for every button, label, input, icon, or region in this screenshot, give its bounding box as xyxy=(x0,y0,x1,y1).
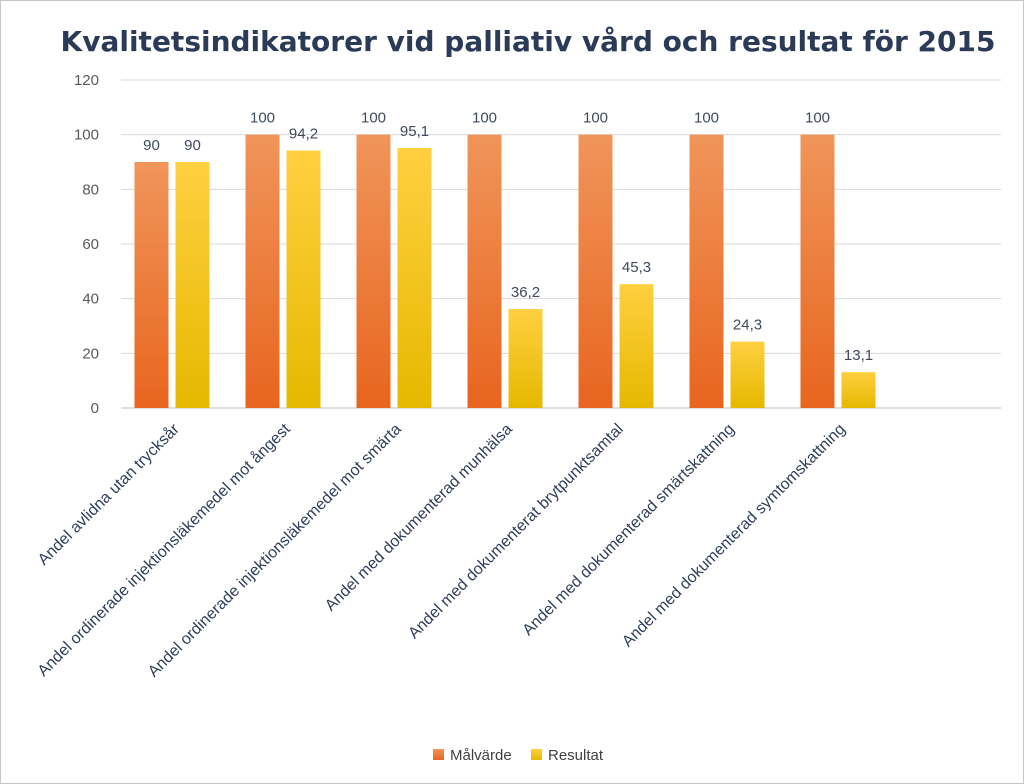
bar-resultat xyxy=(286,150,321,408)
data-label: 100 xyxy=(583,110,608,127)
legend-swatch xyxy=(531,749,542,760)
y-axis-ticks: 0 20 40 60 80 100 120 xyxy=(74,72,99,417)
data-label: 100 xyxy=(250,110,275,127)
data-label: 45,3 xyxy=(622,259,651,276)
legend: Målvärde Resultat xyxy=(433,747,604,764)
bar-malvarde xyxy=(578,134,613,408)
bar-malvarde xyxy=(245,134,280,408)
bar-resultat xyxy=(508,309,543,408)
bar-malvarde xyxy=(467,134,502,408)
data-label: 90 xyxy=(184,137,201,154)
data-labels: 90 90 100 94,2 100 95,1 100 36,2 100 45,3 100 24,3 1… xyxy=(143,110,873,365)
data-label: 36,2 xyxy=(511,284,540,301)
bar-malvarde xyxy=(134,162,169,408)
category-label: Andel med dokumenterad symtomskattning xyxy=(619,421,849,651)
data-label: 24,3 xyxy=(733,317,762,334)
y-tick-label: 100 xyxy=(74,127,99,144)
data-label: 90 xyxy=(143,137,160,154)
data-label: 95,1 xyxy=(400,123,429,140)
bar-resultat xyxy=(619,284,654,408)
data-label: 94,2 xyxy=(289,126,318,143)
category-label: Andel med dokumenterat brytpunktsamtal xyxy=(405,421,626,642)
legend-label: Målvärde xyxy=(450,747,512,764)
bar-resultat xyxy=(841,372,876,408)
data-label: 13,1 xyxy=(844,347,873,364)
y-tick-label: 120 xyxy=(74,72,99,89)
y-tick-label: 20 xyxy=(82,345,99,362)
y-tick-label: 80 xyxy=(82,181,99,198)
data-label: 100 xyxy=(472,110,497,127)
y-tick-label: 60 xyxy=(82,236,99,253)
bar-malvarde xyxy=(356,134,391,408)
bars xyxy=(134,134,876,408)
y-tick-label: 0 xyxy=(91,400,99,417)
data-label: 100 xyxy=(805,110,830,127)
bar-resultat xyxy=(175,162,210,408)
bar-resultat xyxy=(397,148,432,408)
y-tick-label: 40 xyxy=(82,291,99,308)
legend-swatch xyxy=(433,749,444,760)
bar-malvarde xyxy=(800,134,835,408)
category-label: Andel med dokumenterad smärtskattning xyxy=(520,421,738,639)
data-label: 100 xyxy=(694,110,719,127)
category-label: Andel med dokumenterad munhälsa xyxy=(322,421,516,615)
legend-label: Resultat xyxy=(548,747,604,764)
data-label: 100 xyxy=(361,110,386,127)
bar-malvarde xyxy=(689,134,724,408)
category-label: Andel ordinerade injektionsläkemedel mot… xyxy=(145,421,405,681)
bar-resultat xyxy=(730,341,765,408)
category-label: Andel ordinerade injektionsläkemedel mot… xyxy=(34,420,294,680)
chart-title: Kvalitetsindikatorer vid palliativ vård … xyxy=(61,25,996,58)
